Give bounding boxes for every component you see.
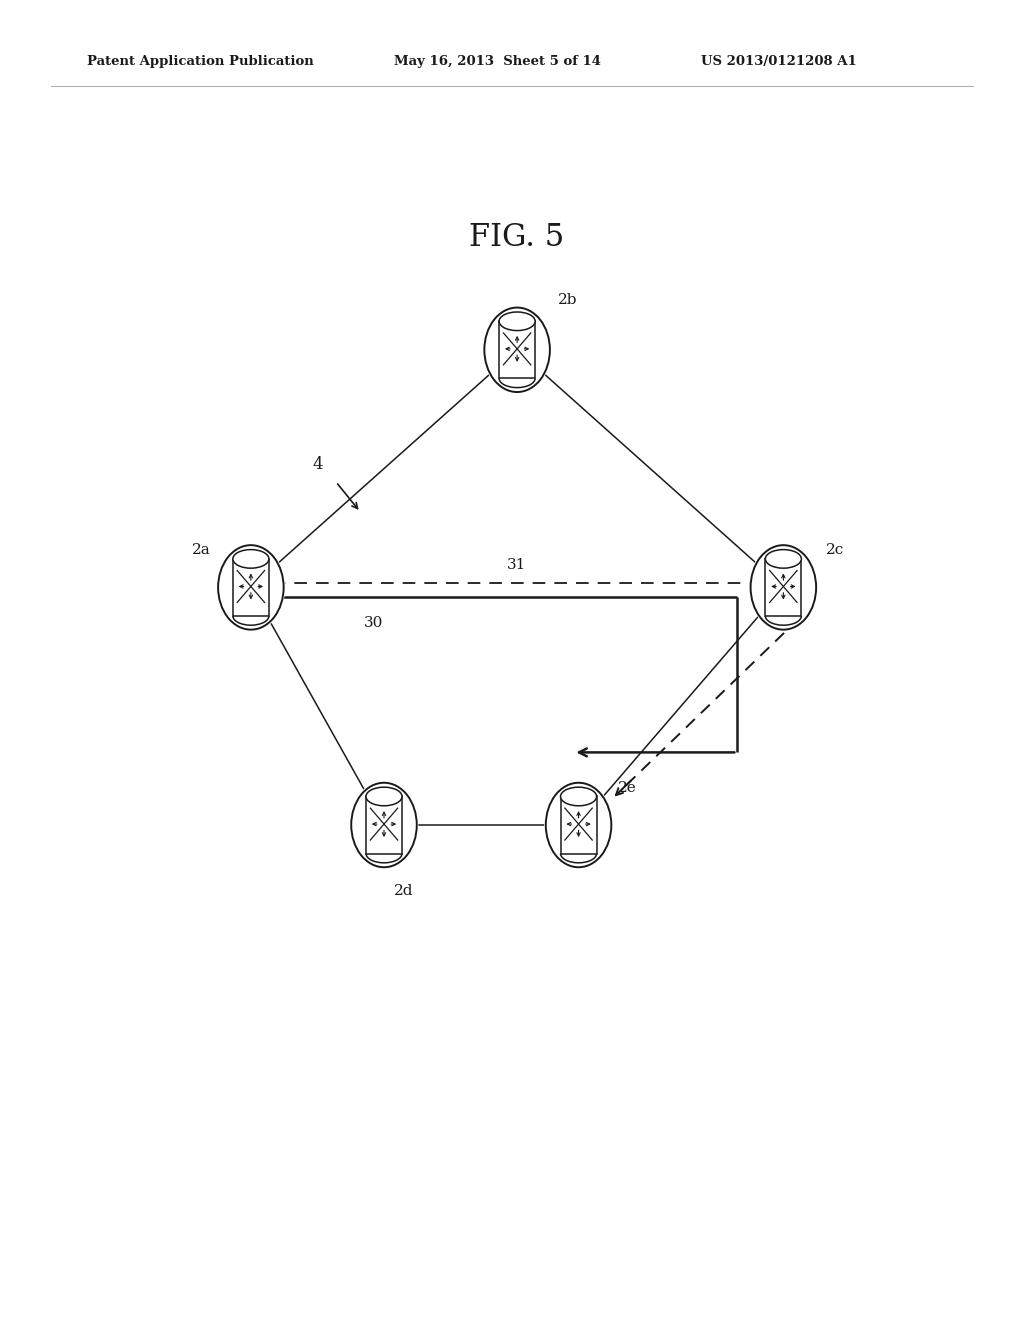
Circle shape [349, 780, 419, 870]
Text: 4: 4 [312, 457, 323, 473]
Ellipse shape [232, 549, 269, 568]
Text: 2b: 2b [558, 293, 578, 306]
Text: 2e: 2e [617, 781, 636, 795]
Text: 2d: 2d [394, 884, 414, 898]
Circle shape [216, 543, 286, 632]
Ellipse shape [366, 787, 402, 805]
Text: FIG. 5: FIG. 5 [469, 222, 565, 253]
Bar [765, 558, 802, 616]
Text: US 2013/0121208 A1: US 2013/0121208 A1 [701, 55, 857, 69]
Circle shape [544, 780, 613, 870]
Text: 2c: 2c [826, 544, 845, 557]
Bar [366, 796, 402, 854]
Text: May 16, 2013  Sheet 5 of 14: May 16, 2013 Sheet 5 of 14 [394, 55, 601, 69]
Bar [232, 558, 269, 616]
Text: Patent Application Publication: Patent Application Publication [87, 55, 313, 69]
Bar [560, 796, 597, 854]
Text: 30: 30 [364, 616, 383, 630]
Circle shape [749, 543, 818, 632]
Ellipse shape [560, 787, 597, 805]
Ellipse shape [765, 549, 802, 568]
Text: 31: 31 [507, 558, 526, 572]
Circle shape [482, 305, 552, 395]
Ellipse shape [499, 312, 536, 330]
Bar [499, 321, 536, 379]
Text: 2a: 2a [191, 544, 210, 557]
